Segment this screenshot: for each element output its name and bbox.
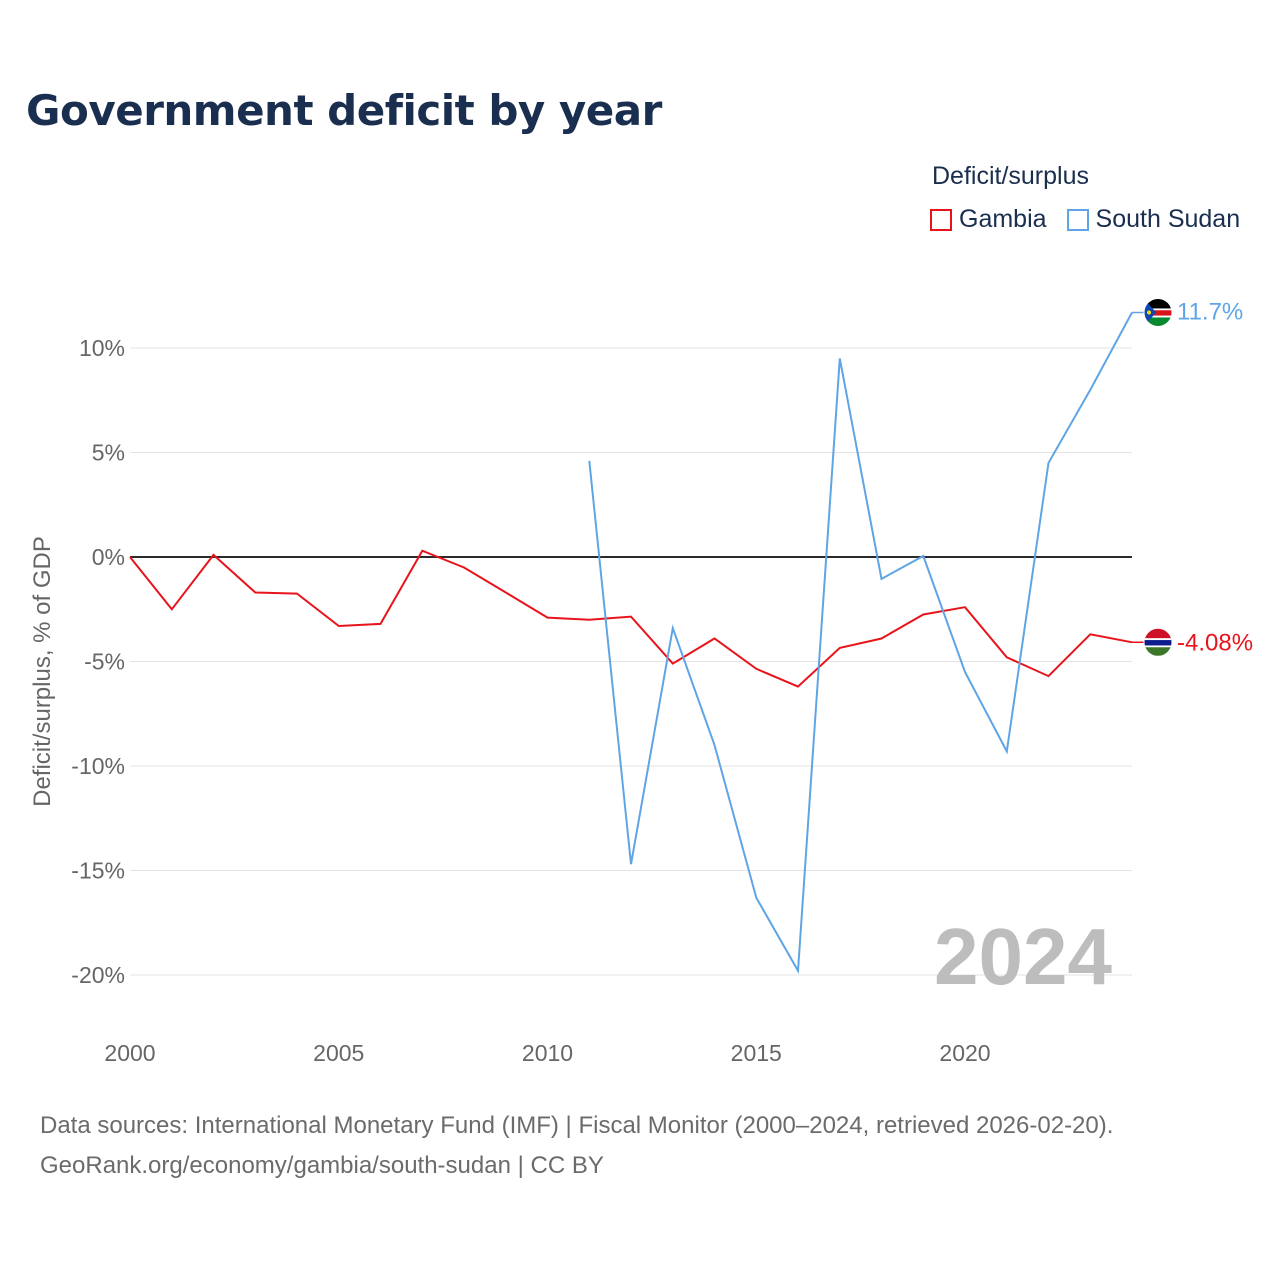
- legend-label-gambia: Gambia: [959, 205, 1047, 233]
- legend-item-gambia[interactable]: Gambia: [930, 205, 1047, 234]
- y-tick-label: -20%: [71, 962, 125, 988]
- legend-swatch-south-sudan: [1066, 208, 1089, 231]
- gambia-end-label: -4.08%: [1177, 629, 1253, 656]
- legend-swatch-gambia: [930, 208, 952, 231]
- x-tick-label: 2015: [731, 1040, 782, 1066]
- source-line-1: Data sources: International Monetary Fun…: [40, 1112, 1114, 1139]
- data-source-note: Data sources: International Monetary Fun…: [40, 1106, 1113, 1186]
- source-line-2[interactable]: GeoRank.org/economy/gambia/south-sudan |…: [40, 1152, 604, 1179]
- y-axis-title: Deficit/surplus, % of GDP: [29, 536, 56, 807]
- y-tick-label: -10%: [71, 753, 125, 779]
- y-tick-label: -5%: [84, 649, 125, 675]
- x-tick-label: 2005: [313, 1040, 364, 1066]
- series-line-south-sudan[interactable]: [588, 312, 1133, 975]
- y-tick-label: 0%: [92, 544, 125, 570]
- legend-item-south-sudan[interactable]: South Sudan: [1066, 205, 1241, 234]
- series-line-gambia[interactable]: [129, 549, 1133, 688]
- y-tick-label: -15%: [71, 858, 125, 884]
- south-sudan-flag-icon: [1143, 297, 1173, 327]
- y-tick-label: 10%: [79, 335, 125, 361]
- y-tick-label: 5%: [92, 440, 125, 466]
- south-sudan-end-label: 11.7%: [1177, 298, 1243, 325]
- x-tick-label: 2000: [104, 1040, 155, 1066]
- legend-label-south-sudan: South Sudan: [1095, 205, 1241, 233]
- year-watermark: 2024: [934, 912, 1112, 1001]
- chart-title: Government deficit by year: [26, 86, 662, 135]
- x-tick-label: 2010: [522, 1040, 573, 1066]
- legend-title: Deficit/surplus: [932, 162, 1089, 190]
- gambia-flag-icon: [1143, 627, 1173, 657]
- legend: Deficit/surplus Gambia South Sudan: [930, 162, 1240, 234]
- x-tick-label: 2020: [939, 1040, 990, 1066]
